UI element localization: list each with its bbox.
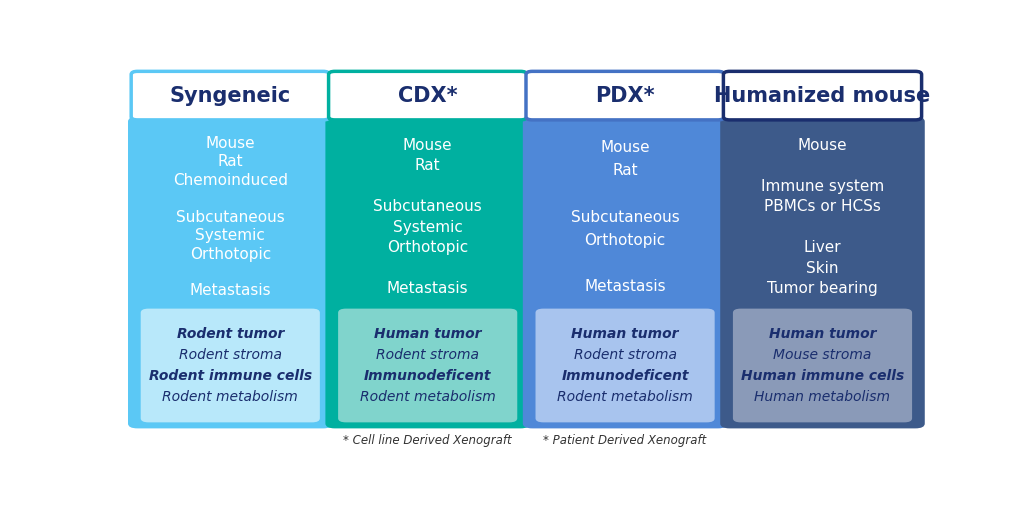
- Text: Subcutaneous: Subcutaneous: [176, 209, 285, 225]
- Text: Rodent stroma: Rodent stroma: [179, 348, 282, 362]
- Text: Mouse: Mouse: [206, 135, 255, 151]
- Text: Subcutaneous: Subcutaneous: [374, 200, 482, 214]
- Text: Human tumor: Human tumor: [571, 327, 679, 341]
- Text: Subcutaneous: Subcutaneous: [570, 209, 680, 225]
- Text: Rat: Rat: [415, 158, 440, 173]
- Text: Humanized mouse: Humanized mouse: [715, 85, 931, 106]
- FancyBboxPatch shape: [326, 117, 530, 428]
- Text: Rodent stroma: Rodent stroma: [376, 348, 479, 362]
- Text: Human tumor: Human tumor: [374, 327, 481, 341]
- Text: Tumor bearing: Tumor bearing: [767, 281, 878, 296]
- Text: Rodent immune cells: Rodent immune cells: [148, 369, 312, 383]
- FancyBboxPatch shape: [523, 117, 727, 428]
- Text: Skin: Skin: [806, 261, 839, 276]
- Text: * Patient Derived Xenograft: * Patient Derived Xenograft: [544, 433, 707, 446]
- Text: Rat: Rat: [612, 164, 638, 178]
- Text: CDX*: CDX*: [398, 85, 458, 106]
- Text: Mouse: Mouse: [798, 138, 847, 153]
- FancyBboxPatch shape: [536, 308, 715, 423]
- Text: Human immune cells: Human immune cells: [741, 369, 904, 383]
- FancyBboxPatch shape: [140, 308, 319, 423]
- Text: Orthotopic: Orthotopic: [585, 233, 666, 247]
- Text: Rat: Rat: [217, 154, 243, 169]
- Text: Immune system: Immune system: [761, 179, 884, 194]
- Text: Orthotopic: Orthotopic: [189, 246, 271, 262]
- Text: Systemic: Systemic: [196, 228, 265, 243]
- FancyBboxPatch shape: [733, 308, 912, 423]
- Text: Human tumor: Human tumor: [769, 327, 877, 341]
- Text: Orthotopic: Orthotopic: [387, 240, 468, 255]
- Text: PBMCs or HCSs: PBMCs or HCSs: [764, 200, 881, 214]
- Text: Rodent metabolism: Rodent metabolism: [163, 390, 298, 404]
- Text: Immunodeficent: Immunodeficent: [364, 369, 492, 383]
- Text: Rodent metabolism: Rodent metabolism: [359, 390, 496, 404]
- Text: Metastasis: Metastasis: [189, 283, 271, 299]
- FancyBboxPatch shape: [720, 117, 925, 428]
- FancyBboxPatch shape: [131, 71, 330, 120]
- Text: Rodent metabolism: Rodent metabolism: [557, 390, 693, 404]
- FancyBboxPatch shape: [338, 308, 517, 423]
- Text: Syngeneic: Syngeneic: [170, 85, 291, 106]
- Text: Systemic: Systemic: [393, 220, 463, 235]
- FancyBboxPatch shape: [128, 117, 333, 428]
- Text: Mouse stroma: Mouse stroma: [773, 348, 871, 362]
- Text: Immunodeficent: Immunodeficent: [561, 369, 689, 383]
- Text: Metastasis: Metastasis: [387, 281, 469, 296]
- Text: Rodent stroma: Rodent stroma: [573, 348, 677, 362]
- Text: Human metabolism: Human metabolism: [755, 390, 891, 404]
- Text: Mouse: Mouse: [402, 138, 453, 153]
- Text: Rodent tumor: Rodent tumor: [176, 327, 284, 341]
- Text: * Cell line Derived Xenograft: * Cell line Derived Xenograft: [343, 433, 512, 446]
- Text: PDX*: PDX*: [595, 85, 655, 106]
- FancyBboxPatch shape: [329, 71, 526, 120]
- Text: Liver: Liver: [804, 240, 842, 255]
- Text: Mouse: Mouse: [600, 140, 650, 155]
- Text: Metastasis: Metastasis: [585, 279, 666, 294]
- FancyBboxPatch shape: [723, 71, 922, 120]
- FancyBboxPatch shape: [526, 71, 724, 120]
- Text: Chemoinduced: Chemoinduced: [173, 172, 288, 188]
